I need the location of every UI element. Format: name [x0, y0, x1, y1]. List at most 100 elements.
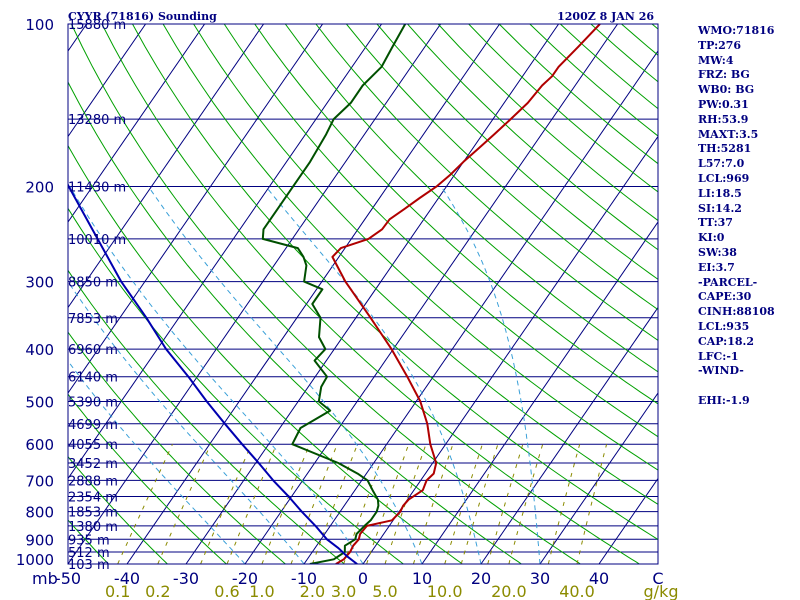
mixing-ratio-tick-label: 40.0 [559, 582, 595, 600]
height-label: 4055 m [68, 438, 118, 453]
sounding-traces [68, 24, 601, 564]
isotherm-line [68, 24, 147, 138]
height-label: 1853 m [68, 506, 118, 521]
index-line: -WIND- [698, 364, 744, 378]
dry-adiabat-line [0, 24, 60, 575]
height-label: 10010 m [68, 233, 126, 248]
isotherm-line [68, 24, 265, 309]
moist-adiabat-line [68, 360, 246, 564]
pressure-tick-label: 500 [25, 393, 54, 411]
isotherm-line [68, 24, 383, 480]
temperature-tick-label: -50 [55, 569, 81, 588]
index-line: RH:53.9 [698, 112, 749, 126]
mixing-ratio-line [290, 444, 338, 564]
isotherm-line [303, 50, 658, 564]
index-line: FRZ: BG [698, 68, 750, 82]
index-line: LCL:969 [698, 171, 750, 185]
index-line: -PARCEL- [698, 275, 758, 289]
mixing-ratio-tick-label: 3.0 [331, 582, 356, 600]
height-label: 3452 m [68, 457, 118, 472]
temperature-tick-label: 30 [530, 569, 550, 588]
dewpoint-trace [261, 24, 407, 564]
index-line: LCL:935 [698, 319, 750, 333]
pressure-tick-label: 300 [25, 274, 54, 292]
height-label: 935 m [68, 533, 110, 548]
index-line: MAXT:3.5 [698, 127, 759, 141]
dry-adiabat-line [68, 331, 287, 564]
height-label: 6960 m [68, 343, 118, 358]
pressure-tick-label: 200 [25, 179, 54, 197]
temperature-tick-label: 40 [589, 569, 609, 588]
dry-adiabat-line [284, 24, 658, 373]
mixing-ratio-line [412, 444, 454, 564]
isotherm-line [480, 306, 658, 564]
isotherm-line [0, 24, 28, 564]
isotherm-line [244, 24, 619, 564]
index-line: LI:18.5 [698, 186, 742, 200]
pressure-tick-label: 100 [25, 16, 54, 34]
mixing-ratio-line [366, 444, 410, 564]
dry-adiabat-line [193, 24, 658, 471]
pressure-tick-label: 1000 [16, 551, 54, 569]
moist-adiabat-line [69, 186, 364, 564]
pressure-unit-label: mb [32, 569, 58, 588]
dry-adiabat-line [68, 207, 405, 564]
height-label: 13280 m [68, 113, 126, 128]
dry-adiabat-line [376, 24, 658, 280]
mixing-ratio-line [384, 444, 427, 564]
dry-adiabat-line [254, 24, 658, 405]
pressure-tick-label: 700 [25, 472, 54, 490]
temperature-tick-label: -30 [173, 569, 199, 588]
height-label: 8850 m [68, 276, 118, 291]
height-label: 2354 m [68, 491, 118, 506]
height-label: 7853 m [68, 312, 118, 327]
dry-adiabat-line [68, 81, 523, 564]
temperature-unit-label: C [652, 569, 663, 588]
dry-adiabat-line [68, 269, 346, 564]
mixing-ratio-tick-label: 1.0 [249, 582, 274, 600]
isotherm-line [539, 392, 658, 564]
moist-adiabat-line [148, 186, 423, 564]
mixing-ratio-line [576, 444, 608, 564]
dry-adiabat-line [346, 24, 658, 311]
index-line: SW:38 [698, 245, 737, 259]
plot-frame [67, 23, 659, 565]
mixing-ratio-line [547, 444, 581, 564]
isotherm-line [362, 135, 658, 564]
station-title: CYYR (71816) Sounding [68, 10, 217, 23]
temperature-trace [331, 24, 601, 564]
height-label: 15880 m [68, 18, 126, 33]
pressure-tick-label: 800 [25, 504, 54, 522]
mixing-ratio-tick-label: 0.1 [105, 582, 130, 600]
sounding-time: 1200Z 8 JAN 26 [557, 10, 654, 23]
height-label: 5390 m [68, 395, 118, 410]
mixing-ratio-line [261, 444, 311, 564]
pressure-tick-label: 400 [25, 341, 54, 359]
plot-background [68, 24, 658, 564]
index-line: MW:4 [698, 53, 734, 67]
index-line: CINH:88108 [698, 305, 775, 319]
temperature-tick-label: -10 [291, 569, 317, 588]
pressure-tick-labels: 100 200 300 400 500 600 700 800 900 1000 [16, 16, 54, 569]
index-line: L57:7.0 [698, 157, 745, 171]
height-label: 6140 m [68, 371, 118, 386]
temperature-tick-label: 20 [471, 569, 491, 588]
index-line: WB0: BG [698, 83, 755, 97]
isotherm-line [421, 221, 658, 564]
parcel-trace [68, 182, 358, 564]
temperature-tick-label: -20 [232, 569, 258, 588]
mixing-ratio-tick-label: 5.0 [372, 582, 397, 600]
moist-adiabat-lines [68, 186, 541, 564]
temperature-tick-label: 10 [412, 569, 432, 588]
moist-adiabat-line [440, 186, 541, 564]
dry-adiabat-lines [0, 24, 658, 575]
index-line: TH:5281 [698, 142, 752, 156]
mixing-ratio-tick-label: 0.2 [145, 582, 170, 600]
dry-adiabat-line [70, 24, 582, 564]
mixing-ratio-line [226, 444, 277, 564]
mixing-ratio-line [343, 444, 388, 564]
mixing-ratio-unit-label: g/kg [644, 582, 679, 600]
height-label: 2888 m [68, 474, 118, 489]
height-label: 103 m [68, 558, 110, 573]
